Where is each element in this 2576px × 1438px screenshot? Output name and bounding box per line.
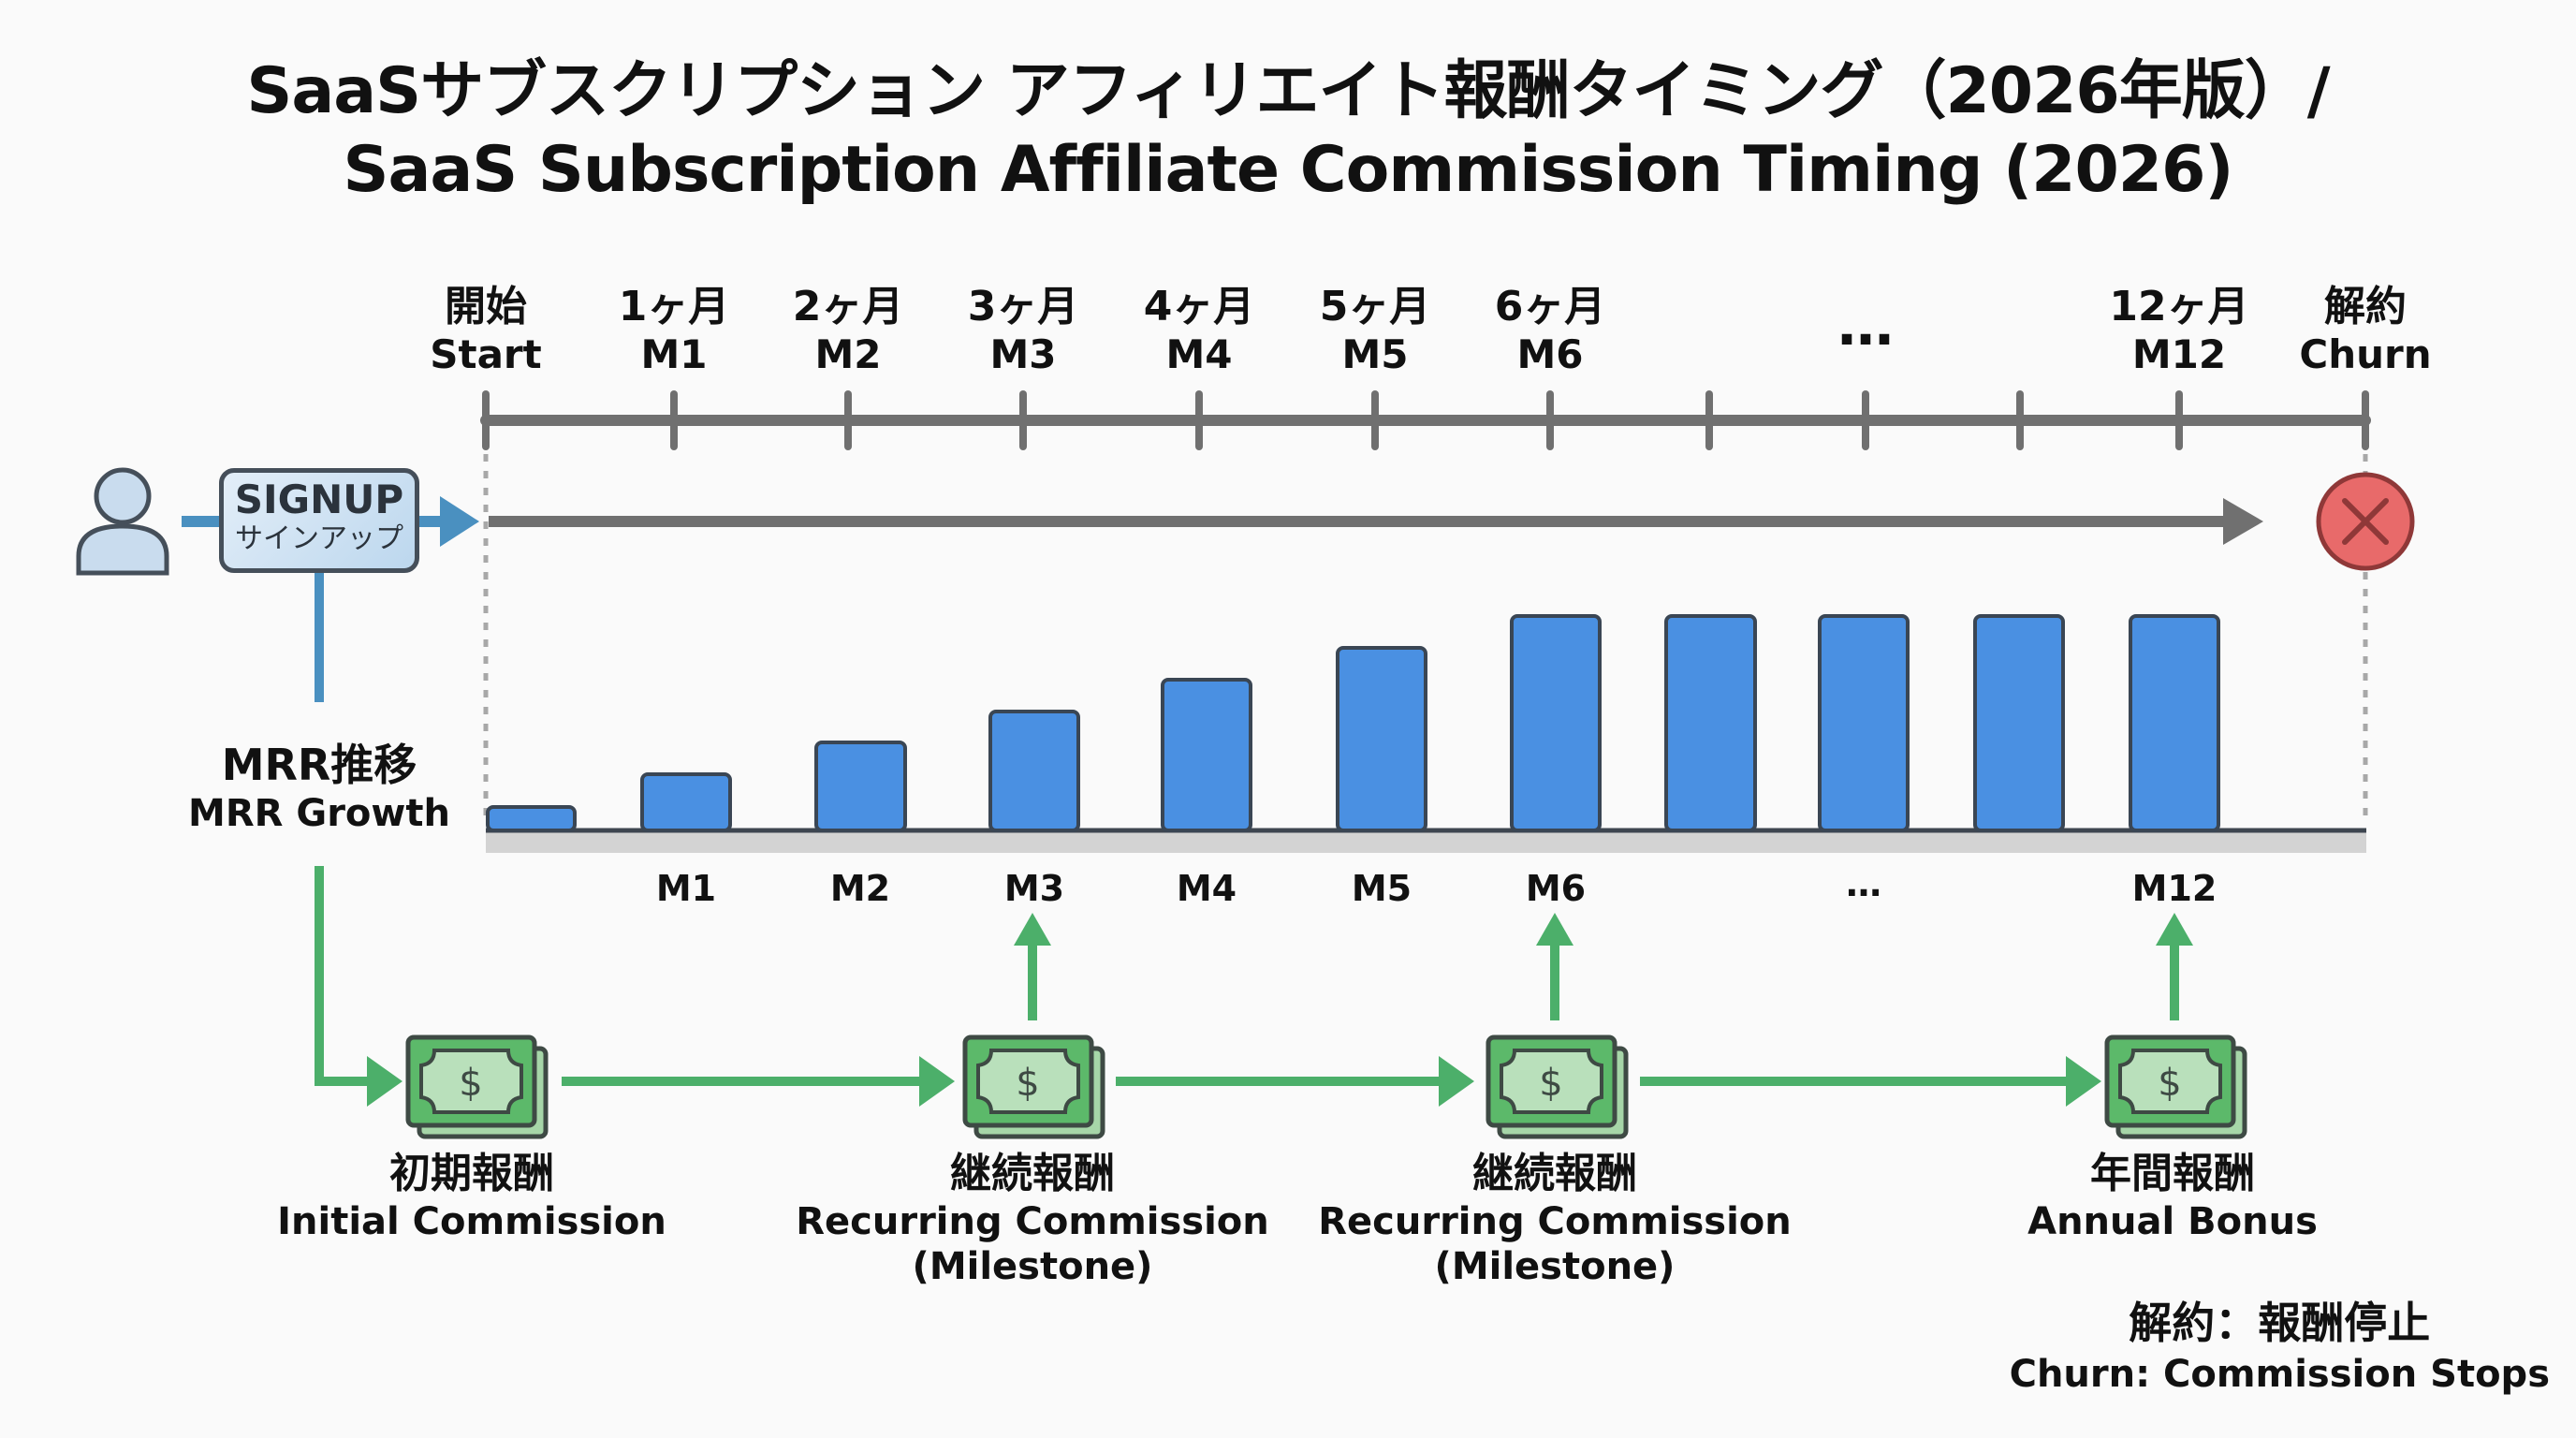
svg-text:$: $ — [2158, 1062, 2181, 1105]
subscription-arrow-icon — [2223, 498, 2263, 545]
bar-m4 — [1161, 678, 1252, 832]
commission-recurring-m3: 継続報酬 Recurring Commission (Milestone) — [796, 1150, 1269, 1288]
user-icon — [76, 467, 169, 576]
title-en: SaaS Subscription Affiliate Commission T… — [343, 133, 2233, 207]
bar-label-m12: M12 — [2131, 868, 2217, 909]
commission-initial: 初期報酬 Initial Commission — [277, 1150, 666, 1243]
churn-note: 解約：報酬停止 Churn: Commission Stops — [2009, 1298, 2550, 1396]
commission-flow — [315, 866, 2193, 1107]
bar-m3 — [988, 710, 1080, 832]
timeline-axis — [480, 390, 2371, 450]
commission-recurring-m6: 継続報酬 Recurring Commission (Milestone) — [1318, 1150, 1792, 1288]
signup-box: SIGNUP サインアップ — [219, 468, 419, 573]
bar-m7 — [1664, 614, 1757, 832]
bar-start — [486, 805, 577, 832]
bar-m12 — [2129, 614, 2220, 832]
timeline-label-m6: 6ヶ月 M6 — [1494, 283, 1606, 378]
signup-arrow-icon — [440, 496, 479, 547]
mrr-growth-label: MRR推移 MRR Growth — [188, 740, 450, 836]
timeline-label-m4: 4ヶ月 M4 — [1143, 283, 1255, 378]
bar-label-m3: M3 — [1003, 868, 1065, 909]
title-jp: SaaSサブスクリプション アフィリエイト報酬タイミング（2026年版）/ — [246, 54, 2330, 128]
churn-x-icon — [2316, 472, 2415, 571]
bar-m6 — [1510, 614, 1602, 832]
bar-m1 — [640, 772, 732, 832]
timeline-label-m3: 3ヶ月 M3 — [967, 283, 1079, 378]
timeline-label-m1: 1ヶ月 M1 — [618, 283, 730, 378]
bar-label-m4: M4 — [1176, 868, 1237, 909]
bar-mid — [1818, 614, 1910, 832]
bar-label-ellipsis: … — [1846, 863, 1881, 904]
bar-label-m2: M2 — [829, 868, 891, 909]
money-bill-icon: $ — [962, 1034, 1105, 1139]
timeline-ellipsis: … — [1837, 293, 1894, 359]
bar-label-m1: M1 — [655, 868, 717, 909]
svg-text:$: $ — [1016, 1062, 1039, 1105]
timeline-label-m2: 2ヶ月 M2 — [792, 283, 904, 378]
timeline-label-m5: 5ヶ月 M5 — [1319, 283, 1431, 378]
bar-m11 — [1973, 614, 2065, 832]
money-bill-icon: $ — [2104, 1034, 2247, 1139]
commission-annual: 年間報酬 Annual Bonus — [2027, 1150, 2318, 1243]
bar-m5 — [1336, 646, 1427, 832]
timeline-label-churn: 解約 Churn — [2299, 283, 2432, 378]
svg-text:$: $ — [459, 1062, 482, 1105]
bar-label-m6: M6 — [1525, 868, 1587, 909]
bar-m2 — [814, 741, 907, 832]
bar-label-m5: M5 — [1351, 868, 1412, 909]
money-bill-icon: $ — [1486, 1034, 1629, 1139]
timeline-label-start: 開始 Start — [430, 283, 542, 378]
mrr-bar-chart — [486, 614, 2366, 853]
timeline-label-m12: 12ヶ月 M12 — [2109, 283, 2249, 378]
money-bill-icon: $ — [405, 1034, 549, 1139]
svg-text:$: $ — [1539, 1062, 1562, 1105]
